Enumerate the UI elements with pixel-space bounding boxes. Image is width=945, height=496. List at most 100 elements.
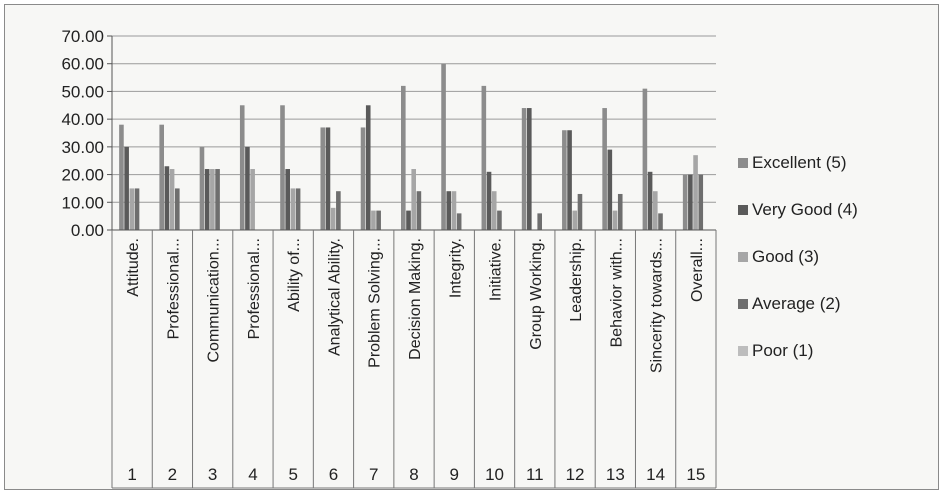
bar [210,169,215,230]
category-number: 6 [329,465,338,484]
bar [486,171,492,230]
category-number: 8 [409,465,418,484]
legend: Excellent (5) Very Good (4) Good (3) Averag… [738,153,858,360]
category-label: Group Working. [528,238,545,350]
bar [119,124,124,230]
bar [451,191,457,230]
y-tick-label: 40.00 [61,110,104,129]
bar [682,174,688,230]
bar [698,174,704,230]
bar [134,188,140,230]
bar [521,108,527,230]
bar [617,193,623,230]
category-label: Communication... [206,238,223,362]
bar [290,188,296,230]
category-label: Sincerity towards... [649,238,666,373]
category-number: 10 [485,465,504,484]
bar [280,105,285,230]
bar [446,191,452,230]
legend-label: Good (3) [752,247,819,266]
legend-label: Average (2) [752,294,841,313]
bar [159,124,164,230]
bar [295,188,301,230]
bar [239,105,245,230]
bar [537,213,542,230]
bar [567,130,572,230]
y-tick-label: 70.00 [61,27,104,46]
bar [129,188,135,230]
y-axis: 70.00 60.00 50.00 40.00 30.00 20.00 10.00 0.00 [61,27,113,488]
chart-frame [4,4,939,490]
category-label: Leadership. [568,238,585,322]
bars [119,63,704,231]
bar [285,169,290,230]
legend-swatch [738,205,748,215]
bar [175,188,180,230]
legend-swatch [738,252,748,262]
bar [360,127,366,230]
category-number: 5 [288,465,297,484]
category-number: 2 [168,465,177,484]
category-label: Initiative. [488,238,505,301]
bar [401,85,406,230]
bar [365,105,371,230]
bar [491,191,497,230]
bar [336,191,341,230]
bar [693,155,698,230]
bar [320,127,326,230]
category-number: 7 [369,465,378,484]
bar [602,108,607,230]
y-tick-label: 30.00 [61,138,104,157]
category-number: 12 [566,465,585,484]
bar [612,210,618,230]
category-label: Professional... [165,238,182,339]
category-number: 9 [450,465,459,484]
bar [250,169,255,230]
category-label: Decision Making. [407,238,424,360]
category-label: Ability of... [286,238,303,312]
category-number: 3 [208,465,217,484]
bar [642,88,648,231]
bar [658,213,663,230]
bar [245,146,250,230]
y-tick-label: 20.00 [61,166,104,185]
bar [204,169,210,230]
legend-swatch [738,158,748,168]
legend-label: Excellent (5) [752,153,846,172]
legend-label: Very Good (4) [752,200,858,219]
bar [688,174,693,230]
bar [169,169,175,230]
bar [406,210,411,230]
category-number: 14 [646,465,665,484]
bar [481,85,487,230]
legend-swatch [738,299,748,309]
category-number: 13 [606,465,625,484]
category-number: 4 [248,465,257,484]
bar [411,169,416,230]
category-label: Overall... [689,238,706,302]
bar [607,149,613,230]
category-label: Behavior with... [608,238,625,347]
legend-swatch [738,346,748,356]
category-label: Integrity. [447,238,464,298]
bar [371,210,376,230]
bar [376,210,381,230]
bar [562,130,567,230]
bar [416,191,422,230]
bar [441,63,446,230]
category-label: Analytical Ability. [326,238,343,356]
bar [527,108,532,230]
bar [647,171,653,230]
y-tick-label: 60.00 [61,55,104,74]
bar [456,213,462,230]
bar [653,191,658,230]
bar [199,146,205,230]
legend-label: Poor (1) [752,341,813,360]
bar [215,169,220,230]
category-label: Professional... [246,238,263,339]
bar [577,193,583,230]
bar [124,146,129,230]
y-tick-label: 0.00 [71,221,104,240]
y-tick-label: 10.00 [61,193,104,212]
